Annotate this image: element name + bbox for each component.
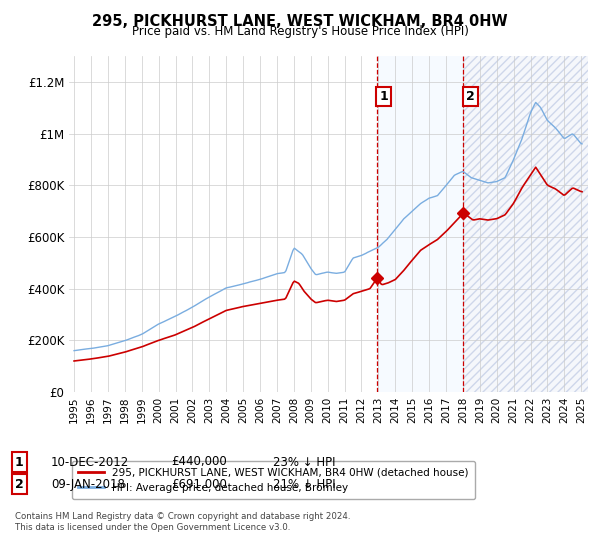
Text: 295, PICKHURST LANE, WEST WICKHAM, BR4 0HW: 295, PICKHURST LANE, WEST WICKHAM, BR4 0… [92, 14, 508, 29]
Text: 23% ↓ HPI: 23% ↓ HPI [273, 455, 335, 469]
Text: 2: 2 [466, 90, 475, 103]
Text: 10-DEC-2012: 10-DEC-2012 [51, 455, 129, 469]
Bar [463, 56, 590, 392]
Text: 1: 1 [15, 455, 24, 469]
Text: 2: 2 [15, 478, 24, 491]
Bar [463, 56, 590, 392]
Text: £440,000: £440,000 [171, 455, 227, 469]
Bar [377, 56, 463, 392]
Text: £691,000: £691,000 [171, 478, 227, 491]
Text: 09-JAN-2018: 09-JAN-2018 [51, 478, 125, 491]
Text: 1: 1 [380, 90, 388, 103]
Legend: 295, PICKHURST LANE, WEST WICKHAM, BR4 0HW (detached house), HPI: Average price,: 295, PICKHURST LANE, WEST WICKHAM, BR4 0… [71, 461, 475, 499]
Text: Price paid vs. HM Land Registry's House Price Index (HPI): Price paid vs. HM Land Registry's House … [131, 25, 469, 38]
Text: 21% ↓ HPI: 21% ↓ HPI [273, 478, 335, 491]
Text: Contains HM Land Registry data © Crown copyright and database right 2024.
This d: Contains HM Land Registry data © Crown c… [15, 512, 350, 532]
